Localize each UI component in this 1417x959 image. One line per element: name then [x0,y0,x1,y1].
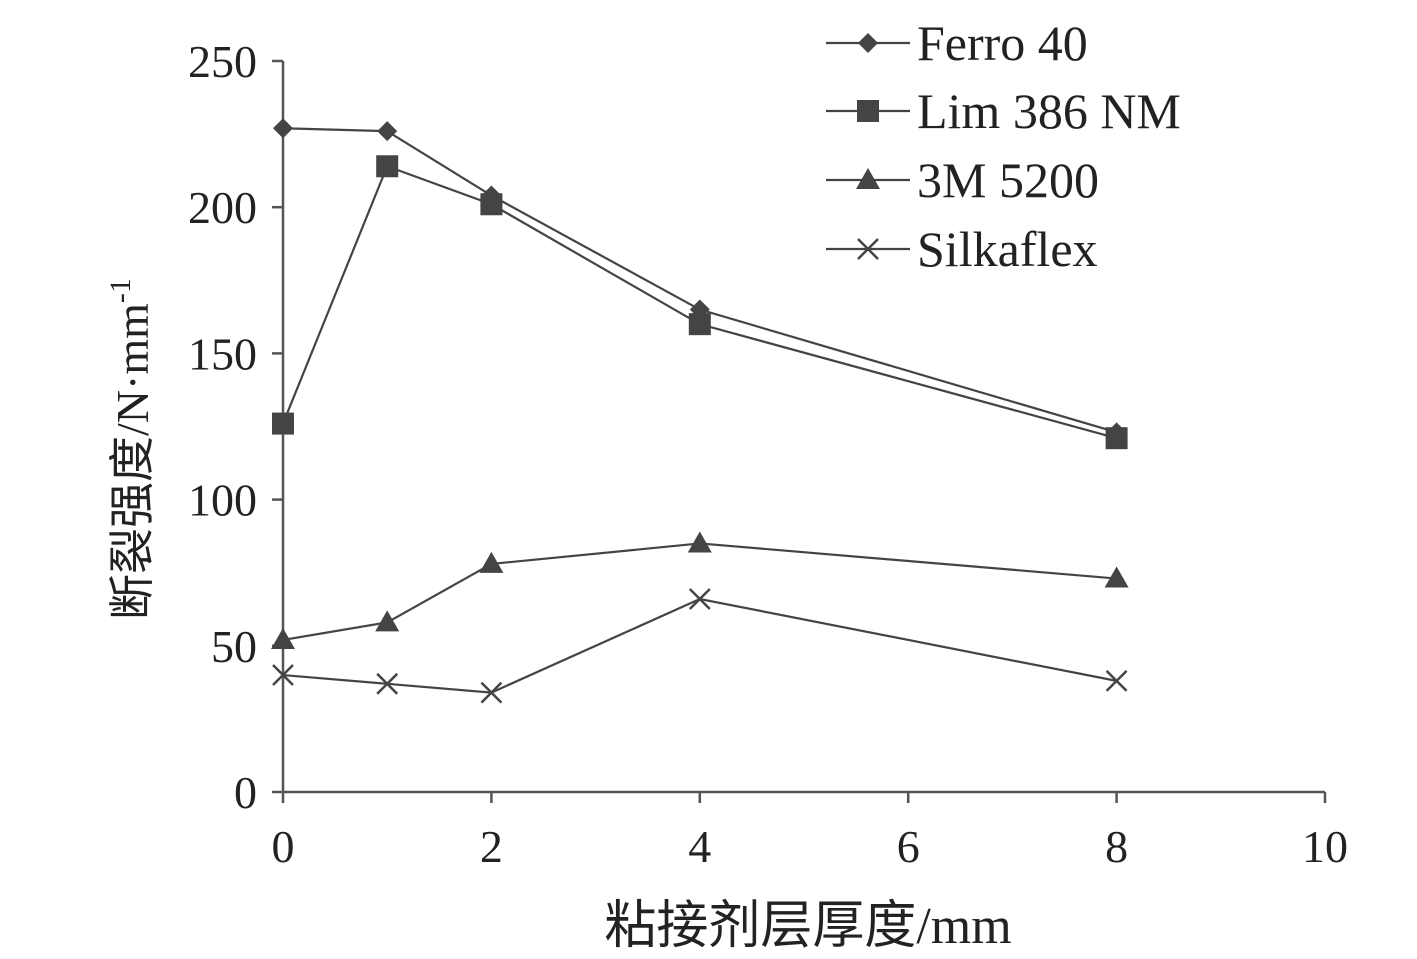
data-point-square-marker [1105,427,1128,450]
series-line [282,597,1117,694]
data-point-diamond-marker [377,121,398,142]
legend-label: Silkaflex [917,221,1098,277]
legend-label: Lim 386 NM [917,83,1181,139]
y-tick-label: 50 [211,621,257,672]
data-point-cross-marker [272,664,294,686]
legend-item: 3M 5200 [826,152,1099,208]
data-point-cross-marker [1105,670,1128,692]
y-tick-label: 150 [188,328,257,379]
y-axis-title: 断裂强度/N·mm-1 [104,278,158,620]
data-point-cross-marker [376,672,399,695]
legend-square-marker [857,100,879,122]
x-tick-label: 10 [1302,821,1348,872]
legend-triangle-marker [856,168,880,189]
legend-label: Ferro 40 [917,15,1088,71]
data-point-square-marker [272,412,294,435]
data-point-triangle-marker [687,531,712,553]
y-tick-label: 0 [234,767,257,818]
series-lines [271,118,1129,704]
data-point-triangle-marker [1104,566,1129,588]
y-tick-label: 200 [188,182,257,233]
legend: Ferro 40 Lim 386 NM 3M 5200 Silkaflex [826,15,1181,277]
x-tick-label: 4 [688,821,711,872]
series-lim-386-nm [272,155,1128,450]
x-tick-label: 8 [1105,821,1128,872]
legend-label: 3M 5200 [917,152,1099,208]
series-3m-5200 [271,531,1129,649]
data-point-diamond-marker [273,118,293,139]
legend-item: Lim 386 NM [826,83,1181,139]
x-tick-label: 2 [480,821,503,872]
series-line [282,542,1117,642]
data-point-triangle-marker [375,610,400,632]
data-point-cross-marker [480,681,503,704]
data-point-triangle-marker [271,627,295,649]
data-point-triangle-marker [479,551,504,573]
x-axis-title: 粘接剂层厚度/mm [604,898,1011,955]
data-point-cross-marker [688,588,711,610]
legend-item: Ferro 40 [826,15,1088,71]
y-axis-title-main: 断裂强度/N·mm [107,303,158,620]
data-point-square-marker [688,313,711,336]
series-silkaflex [272,588,1128,704]
data-point-square-marker [480,193,503,216]
data-point-square-marker [376,155,399,178]
y-tick-label: 250 [188,36,257,87]
legend-item: Silkaflex [826,221,1098,277]
x-tick-label: 6 [897,821,920,872]
y-tick-label: 100 [188,475,257,526]
axes [281,61,1325,794]
legend-cross-marker [857,238,879,260]
y-axis-title-superscript: -1 [104,278,137,303]
legend-diamond-marker [858,33,878,53]
x-tick-label: 0 [272,821,295,872]
